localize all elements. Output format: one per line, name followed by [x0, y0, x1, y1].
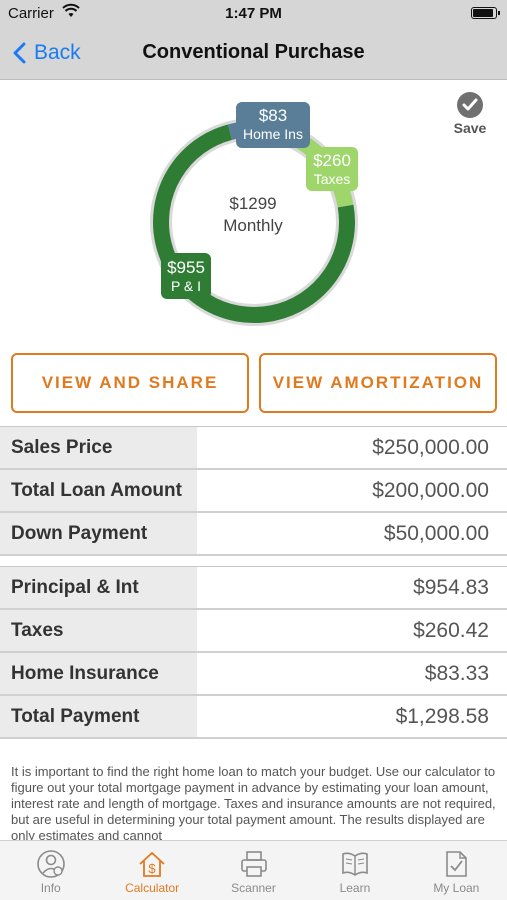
table-row: Principal & Int $954.83: [0, 567, 507, 610]
row-label: Taxes: [0, 610, 197, 651]
pi-tag: $955 P & I: [161, 253, 211, 299]
house-dollar-icon: $: [139, 851, 165, 877]
view-amortization-button[interactable]: VIEW AMORTIZATION: [259, 353, 497, 413]
row-label: Down Payment: [0, 513, 197, 554]
table-row: Down Payment $50,000.00: [0, 513, 507, 556]
tab-scanner[interactable]: Scanner: [203, 841, 304, 900]
taxes-label: Taxes: [313, 170, 351, 187]
donut-segment-p-i: [153, 124, 355, 323]
checkmark-icon: [457, 92, 483, 118]
home-ins-tag: $83 Home Ins: [236, 102, 310, 148]
carrier-label: Carrier: [8, 5, 54, 22]
status-bar: Carrier 1:47 PM: [0, 0, 507, 28]
table-row: Home Insurance $83.33: [0, 653, 507, 696]
center-label: Monthly: [223, 216, 283, 235]
pi-amount: $955: [167, 258, 205, 277]
tab-label: Calculator: [125, 881, 180, 895]
row-value: $50,000.00: [197, 513, 507, 554]
row-value: $200,000.00: [197, 470, 507, 511]
row-label: Sales Price: [0, 427, 197, 468]
row-value: $954.83: [197, 567, 507, 608]
tab-bar: Info $ Calculator Scanner Learn: [0, 840, 507, 900]
tab-label: Learn: [339, 881, 371, 895]
tab-my-loan[interactable]: My Loan: [406, 841, 507, 900]
tab-info[interactable]: Info: [0, 841, 101, 900]
chevron-left-icon: [13, 42, 26, 64]
document-check-icon: [446, 851, 468, 877]
tab-label: Scanner: [231, 881, 276, 895]
section-divider: [0, 556, 507, 566]
view-and-share-button[interactable]: VIEW AND SHARE: [11, 353, 249, 413]
row-value: $250,000.00: [197, 427, 507, 468]
page-title: Conventional Purchase: [142, 41, 365, 63]
home-ins-label: Home Ins: [243, 125, 303, 142]
row-label: Total Payment: [0, 696, 197, 737]
center-amount: $1299: [229, 194, 277, 213]
tab-label: My Loan: [433, 881, 480, 895]
action-buttons: VIEW AND SHARE VIEW AMORTIZATION: [11, 353, 497, 413]
tab-learn[interactable]: Learn: [304, 841, 405, 900]
payment-breakdown-table: Principal & Int $954.83 Taxes $260.42 Ho…: [0, 566, 507, 739]
row-value: $83.33: [197, 653, 507, 694]
disclaimer-text: It is important to find the right home l…: [11, 764, 496, 840]
row-label: Principal & Int: [0, 567, 197, 608]
taxes-tag: $260 Taxes: [306, 147, 358, 191]
table-row: Total Loan Amount $200,000.00: [0, 470, 507, 513]
table-row: Sales Price $250,000.00: [0, 427, 507, 470]
save-button[interactable]: Save: [448, 92, 492, 136]
back-label: Back: [34, 41, 81, 64]
taxes-amount: $260: [313, 151, 351, 170]
tab-calculator[interactable]: $ Calculator: [101, 841, 202, 900]
table-row: Total Payment $1,298.58: [0, 696, 507, 739]
table-row: Taxes $260.42: [0, 610, 507, 653]
pi-label: P & I: [170, 277, 202, 294]
printer-icon: [240, 851, 267, 877]
row-value: $1,298.58: [197, 696, 507, 737]
home-ins-amount: $83: [258, 106, 288, 125]
loan-summary-table: Sales Price $250,000.00 Total Loan Amoun…: [0, 426, 507, 556]
book-icon: [342, 852, 368, 876]
svg-text:$: $: [148, 861, 156, 876]
battery-icon: [471, 7, 500, 19]
save-label: Save: [453, 120, 487, 136]
row-label: Home Insurance: [0, 653, 197, 694]
payment-chart-area: $1299 Monthly $83 Home Ins $260 Taxes $9…: [0, 80, 507, 342]
tab-label: Info: [40, 881, 61, 895]
status-time: 1:47 PM: [225, 5, 282, 22]
row-label: Total Loan Amount: [0, 470, 197, 511]
info-person-icon: [36, 850, 65, 878]
row-value: $260.42: [197, 610, 507, 651]
back-button[interactable]: Back: [12, 38, 81, 68]
navigation-bar: Back Conventional Purchase: [0, 28, 507, 80]
wifi-icon: [62, 3, 80, 23]
